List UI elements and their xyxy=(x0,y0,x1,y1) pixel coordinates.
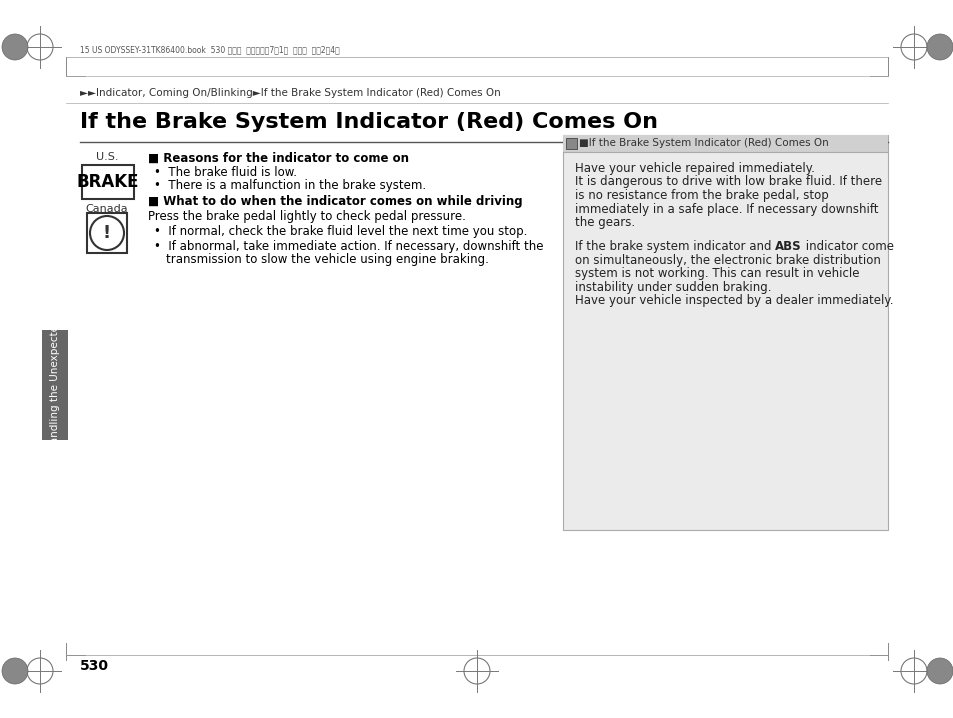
Text: •  There is a malfunction in the brake system.: • There is a malfunction in the brake sy… xyxy=(153,179,426,192)
Text: BRAKE: BRAKE xyxy=(76,173,139,191)
Text: is no resistance from the brake pedal, stop: is no resistance from the brake pedal, s… xyxy=(575,189,828,202)
Text: the gears.: the gears. xyxy=(575,216,635,229)
FancyBboxPatch shape xyxy=(87,213,127,253)
Text: Press the brake pedal lightly to check pedal pressure.: Press the brake pedal lightly to check p… xyxy=(148,210,465,223)
Text: indicator come: indicator come xyxy=(801,241,893,253)
Text: ABS: ABS xyxy=(775,241,801,253)
Text: ■ What to do when the indicator comes on while driving: ■ What to do when the indicator comes on… xyxy=(148,195,522,208)
Bar xyxy=(42,330,68,440)
Text: system is not working. This can result in vehicle: system is not working. This can result i… xyxy=(575,267,859,280)
Text: ■If the Brake System Indicator (Red) Comes On: ■If the Brake System Indicator (Red) Com… xyxy=(578,139,828,149)
Bar xyxy=(562,135,887,152)
Text: 15 US ODYSSEY-31TK86400.book  530 ページ  ２０１４年7月1日  火曜日  午後2晎4分: 15 US ODYSSEY-31TK86400.book 530 ページ ２０１… xyxy=(80,45,339,54)
Text: •  If abnormal, take immediate action. If necessary, downshift the: • If abnormal, take immediate action. If… xyxy=(153,240,543,253)
Text: immediately in a safe place. If necessary downshift: immediately in a safe place. If necessar… xyxy=(575,202,878,215)
Bar xyxy=(565,138,577,149)
Text: •  If normal, check the brake fluid level the next time you stop.: • If normal, check the brake fluid level… xyxy=(153,225,527,238)
Text: If the Brake System Indicator (Red) Comes On: If the Brake System Indicator (Red) Come… xyxy=(80,112,658,132)
Text: •  The brake fluid is low.: • The brake fluid is low. xyxy=(153,166,296,179)
Text: !: ! xyxy=(103,224,111,242)
Text: instability under sudden braking.: instability under sudden braking. xyxy=(575,281,771,294)
Text: 530: 530 xyxy=(80,659,109,673)
Circle shape xyxy=(2,34,28,60)
Circle shape xyxy=(2,658,28,684)
Circle shape xyxy=(926,34,952,60)
Text: If the brake system indicator and: If the brake system indicator and xyxy=(575,241,775,253)
Text: ►►Indicator, Coming On/Blinking►If the Brake System Indicator (Red) Comes On: ►►Indicator, Coming On/Blinking►If the B… xyxy=(80,88,500,98)
Text: Canada: Canada xyxy=(86,204,128,214)
Text: It is dangerous to drive with low brake fluid. If there: It is dangerous to drive with low brake … xyxy=(575,175,882,189)
Text: ■ Reasons for the indicator to come on: ■ Reasons for the indicator to come on xyxy=(148,152,409,165)
Text: on simultaneously, the electronic brake distribution: on simultaneously, the electronic brake … xyxy=(575,253,880,267)
Bar xyxy=(562,135,887,530)
FancyBboxPatch shape xyxy=(82,165,133,199)
Text: Have your vehicle inspected by a dealer immediately.: Have your vehicle inspected by a dealer … xyxy=(575,294,893,307)
Text: transmission to slow the vehicle using engine braking.: transmission to slow the vehicle using e… xyxy=(166,253,488,266)
Circle shape xyxy=(926,658,952,684)
Text: Handling the Unexpected: Handling the Unexpected xyxy=(50,319,60,452)
Text: U.S.: U.S. xyxy=(95,152,118,162)
Text: Have your vehicle repaired immediately.: Have your vehicle repaired immediately. xyxy=(575,162,814,175)
